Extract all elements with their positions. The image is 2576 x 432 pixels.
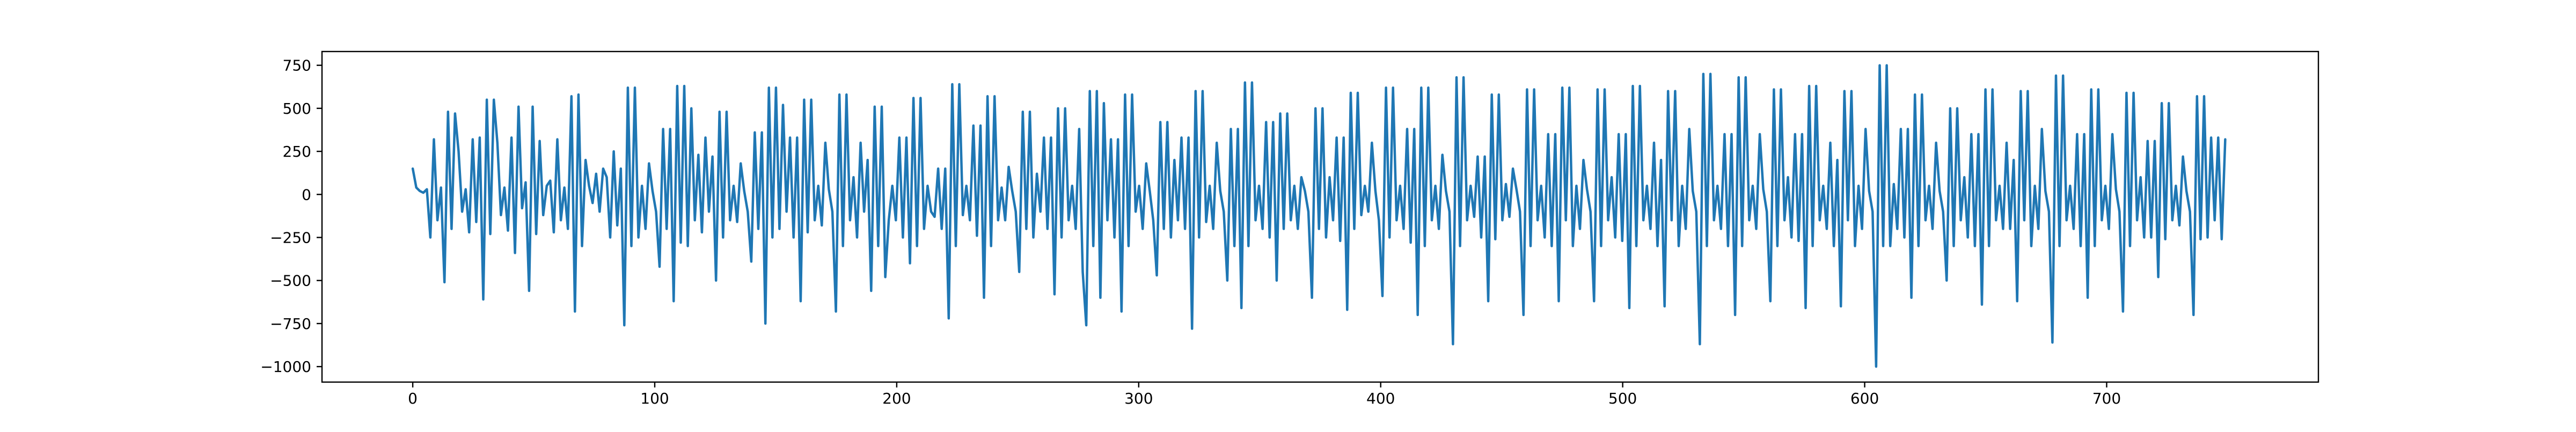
plot-area-frame xyxy=(321,50,2319,383)
x-tick-label: 700 xyxy=(2092,390,2121,407)
y-tick-label: 250 xyxy=(283,143,311,160)
y-tick-label: 0 xyxy=(302,186,311,203)
y-axis-ticks: −1000 −750 −500 −250 0 250 500 750 xyxy=(260,57,322,376)
series-line xyxy=(411,64,2227,368)
x-tick-label: 600 xyxy=(1850,390,1879,407)
x-tick-label: 0 xyxy=(408,390,418,407)
x-tick-label: 500 xyxy=(1608,390,1637,407)
y-tick-label: −250 xyxy=(270,229,311,247)
y-tick-label: −750 xyxy=(270,315,311,333)
y-tick-label: 500 xyxy=(283,100,311,118)
x-tick-label: 100 xyxy=(640,390,669,407)
y-tick-label: −1000 xyxy=(260,358,311,376)
x-axis-ticks: 0 100 200 300 400 500 600 700 xyxy=(408,382,2121,407)
x-tick-label: 400 xyxy=(1366,390,1395,407)
y-tick-label: 750 xyxy=(283,57,311,75)
x-tick-label: 300 xyxy=(1124,390,1153,407)
y-tick-label: −500 xyxy=(270,272,311,290)
x-tick-label: 200 xyxy=(882,390,911,407)
